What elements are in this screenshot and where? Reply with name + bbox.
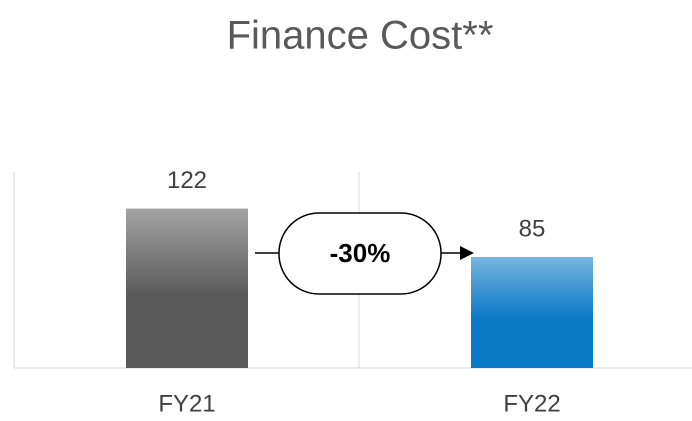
arrow-head [460,246,474,260]
bar [471,256,593,368]
data-label: 122 [167,167,207,194]
x-tick-label: FY21 [158,390,215,417]
bar [126,208,248,368]
annotation: -30% [330,238,391,268]
data-label: 85 [519,215,546,242]
x-tick-label: FY22 [503,390,560,417]
annotation-box [278,212,442,295]
chart-title: Finance Cost** [227,14,494,58]
